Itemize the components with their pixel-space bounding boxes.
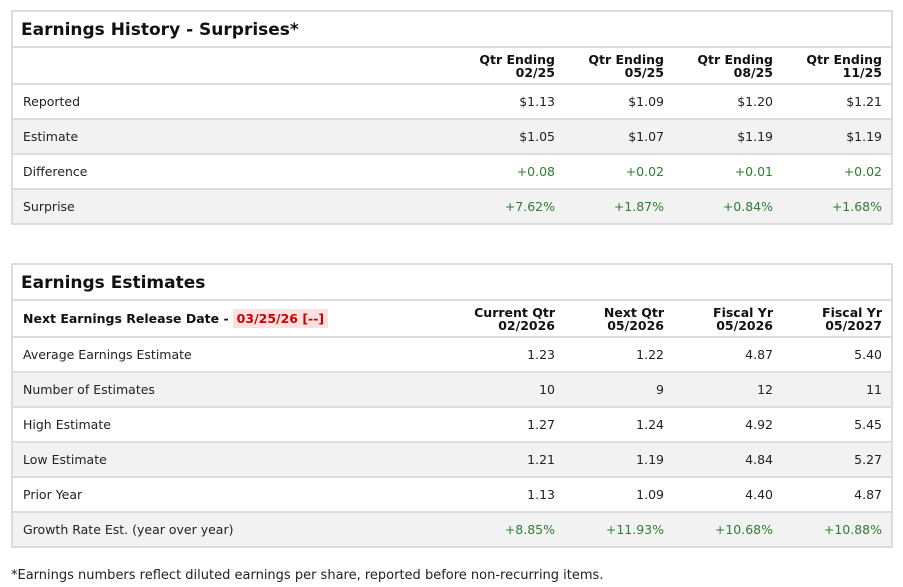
cell-value: $1.19 bbox=[673, 119, 782, 155]
earnings-history-table: Qtr Ending 02/25 Qtr Ending 05/25 Qtr Ending… bbox=[13, 48, 891, 223]
cell-value: 1.27 bbox=[455, 407, 564, 443]
cell-value: 4.87 bbox=[782, 477, 891, 513]
row-label: Difference bbox=[13, 154, 455, 190]
earnings-estimates-title: Earnings Estimates bbox=[13, 265, 891, 301]
column-header-line: Fiscal Yr bbox=[822, 304, 882, 320]
table-row: Growth Rate Est. (year over year) +8.85% +… bbox=[13, 512, 891, 546]
column-header: Current Qtr 02/2026 bbox=[455, 301, 564, 338]
cell-value: $1.20 bbox=[673, 84, 782, 120]
table-row: High Estimate 1.27 1.24 4.92 5.45 bbox=[13, 407, 891, 443]
cell-value: 1.22 bbox=[564, 337, 673, 373]
cell-value: $1.05 bbox=[455, 119, 564, 155]
cell-value: +1.87% bbox=[564, 189, 673, 223]
cell-value: 1.24 bbox=[564, 407, 673, 443]
row-label: Average Earnings Estimate bbox=[13, 337, 455, 373]
row-label: Prior Year bbox=[13, 477, 455, 513]
cell-value: 1.21 bbox=[455, 442, 564, 478]
column-header: Qtr Ending 08/25 bbox=[673, 48, 782, 85]
cell-value: 10 bbox=[455, 372, 564, 408]
cell-value: +10.88% bbox=[782, 512, 891, 546]
footnote: *Earnings numbers reflect diluted earnin… bbox=[11, 568, 604, 583]
cell-value: 1.23 bbox=[455, 337, 564, 373]
cell-value: 11 bbox=[782, 372, 891, 408]
release-date: 03/25/26 [--] bbox=[232, 309, 329, 328]
earnings-history-title: Earnings History - Surprises* bbox=[13, 12, 891, 48]
cell-value: +0.02 bbox=[782, 154, 891, 190]
cell-value: +11.93% bbox=[564, 512, 673, 546]
cell-value: 5.45 bbox=[782, 407, 891, 443]
cell-value: +8.85% bbox=[455, 512, 564, 546]
column-header-line: Fiscal Yr bbox=[713, 304, 773, 320]
row-label: Growth Rate Est. (year over year) bbox=[13, 512, 455, 546]
cell-value: 12 bbox=[673, 372, 782, 408]
row-label: High Estimate bbox=[13, 407, 455, 443]
cell-value: +10.68% bbox=[673, 512, 782, 546]
cell-value: +0.02 bbox=[564, 154, 673, 190]
earnings-estimates-card: Earnings Estimates Next Earnings Release… bbox=[11, 263, 893, 548]
cell-value: +7.62% bbox=[455, 189, 564, 223]
row-label: Surprise bbox=[13, 189, 455, 223]
earnings-estimates-table: Next Earnings Release Date -03/25/26 [--… bbox=[13, 301, 891, 546]
column-header-line: Qtr Ending bbox=[806, 51, 882, 67]
table-row: Number of Estimates 10 9 12 11 bbox=[13, 372, 891, 408]
cell-value: 9 bbox=[564, 372, 673, 408]
column-header-line: 02/25 bbox=[515, 64, 555, 80]
column-header: Fiscal Yr 05/2026 bbox=[673, 301, 782, 338]
cell-value: +1.68% bbox=[782, 189, 891, 223]
table-row: Prior Year 1.13 1.09 4.40 4.87 bbox=[13, 477, 891, 513]
table-row: Low Estimate 1.21 1.19 4.84 5.27 bbox=[13, 442, 891, 478]
column-header: Fiscal Yr 05/2027 bbox=[782, 301, 891, 338]
cell-value: $1.09 bbox=[564, 84, 673, 120]
column-header-line: Qtr Ending bbox=[697, 51, 773, 67]
table-row: Difference +0.08 +0.02 +0.01 +0.02 bbox=[13, 154, 891, 190]
cell-value: 1.09 bbox=[564, 477, 673, 513]
cell-value: 5.27 bbox=[782, 442, 891, 478]
table-row: Average Earnings Estimate 1.23 1.22 4.87 5.4… bbox=[13, 337, 891, 373]
column-header-line: 05/2026 bbox=[716, 317, 773, 333]
row-label: Estimate bbox=[13, 119, 455, 155]
column-header-line: 08/25 bbox=[733, 64, 773, 80]
table-row: Reported $1.13 $1.09 $1.20 $1.21 bbox=[13, 84, 891, 120]
cell-value: 4.84 bbox=[673, 442, 782, 478]
release-label: Next Earnings Release Date - bbox=[23, 311, 229, 326]
cell-value: $1.21 bbox=[782, 84, 891, 120]
cell-value: $1.07 bbox=[564, 119, 673, 155]
column-header-line: 05/2026 bbox=[607, 317, 664, 333]
cell-value: 4.40 bbox=[673, 477, 782, 513]
column-header-line: Qtr Ending bbox=[588, 51, 664, 67]
cell-value: $1.19 bbox=[782, 119, 891, 155]
cell-value: 5.40 bbox=[782, 337, 891, 373]
column-header-line: Qtr Ending bbox=[479, 51, 555, 67]
cell-value: 4.87 bbox=[673, 337, 782, 373]
earnings-history-card: Earnings History - Surprises* Qtr Ending… bbox=[11, 10, 893, 225]
column-header: Qtr Ending 02/25 bbox=[455, 48, 564, 85]
column-header: Next Qtr 05/2026 bbox=[564, 301, 673, 338]
column-header-line: 11/25 bbox=[842, 64, 882, 80]
release-date-header: Next Earnings Release Date -03/25/26 [--… bbox=[13, 301, 455, 338]
row-label: Low Estimate bbox=[13, 442, 455, 478]
row-label: Reported bbox=[13, 84, 455, 120]
column-header-line: 02/2026 bbox=[498, 317, 555, 333]
cell-value: 4.92 bbox=[673, 407, 782, 443]
column-header-line: Current Qtr bbox=[474, 304, 555, 320]
column-header-line: Next Qtr bbox=[603, 304, 664, 320]
table-row: Surprise +7.62% +1.87% +0.84% +1.68% bbox=[13, 189, 891, 223]
cell-value: +0.08 bbox=[455, 154, 564, 190]
cell-value: +0.84% bbox=[673, 189, 782, 223]
row-label: Number of Estimates bbox=[13, 372, 455, 408]
column-header: Qtr Ending 11/25 bbox=[782, 48, 891, 85]
cell-value: +0.01 bbox=[673, 154, 782, 190]
header-blank bbox=[13, 48, 455, 85]
column-header-line: 05/2027 bbox=[825, 317, 882, 333]
cell-value: $1.13 bbox=[455, 84, 564, 120]
column-header-line: 05/25 bbox=[624, 64, 664, 80]
column-header: Qtr Ending 05/25 bbox=[564, 48, 673, 85]
table-row: Estimate $1.05 $1.07 $1.19 $1.19 bbox=[13, 119, 891, 155]
cell-value: 1.13 bbox=[455, 477, 564, 513]
cell-value: 1.19 bbox=[564, 442, 673, 478]
